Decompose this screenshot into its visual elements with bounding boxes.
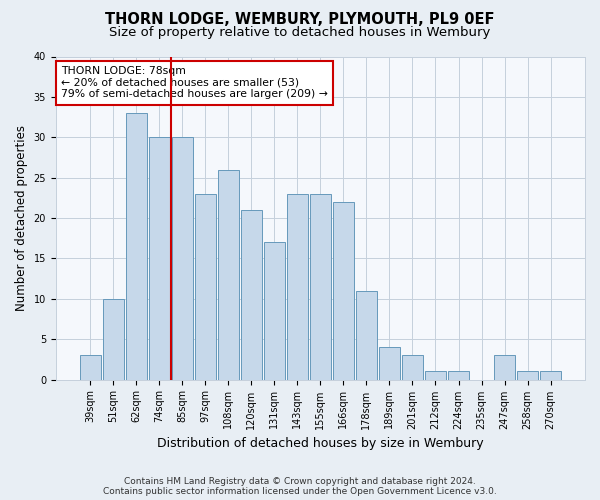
- Bar: [218, 170, 239, 380]
- Bar: [310, 194, 331, 380]
- Text: Contains HM Land Registry data © Crown copyright and database right 2024.
Contai: Contains HM Land Registry data © Crown c…: [103, 476, 497, 496]
- Bar: [540, 372, 561, 380]
- Bar: [195, 194, 215, 380]
- Bar: [356, 290, 377, 380]
- X-axis label: Distribution of detached houses by size in Wembury: Distribution of detached houses by size …: [157, 437, 484, 450]
- Bar: [80, 356, 101, 380]
- Text: THORN LODGE: 78sqm
← 20% of detached houses are smaller (53)
79% of semi-detache: THORN LODGE: 78sqm ← 20% of detached hou…: [61, 66, 328, 100]
- Bar: [241, 210, 262, 380]
- Y-axis label: Number of detached properties: Number of detached properties: [15, 125, 28, 311]
- Text: Size of property relative to detached houses in Wembury: Size of property relative to detached ho…: [109, 26, 491, 39]
- Bar: [287, 194, 308, 380]
- Text: THORN LODGE, WEMBURY, PLYMOUTH, PL9 0EF: THORN LODGE, WEMBURY, PLYMOUTH, PL9 0EF: [105, 12, 495, 28]
- Bar: [172, 138, 193, 380]
- Bar: [333, 202, 354, 380]
- Bar: [149, 138, 170, 380]
- Bar: [448, 372, 469, 380]
- Bar: [402, 356, 423, 380]
- Bar: [379, 348, 400, 380]
- Bar: [425, 372, 446, 380]
- Bar: [103, 299, 124, 380]
- Bar: [126, 113, 146, 380]
- Bar: [264, 242, 285, 380]
- Bar: [494, 356, 515, 380]
- Bar: [517, 372, 538, 380]
